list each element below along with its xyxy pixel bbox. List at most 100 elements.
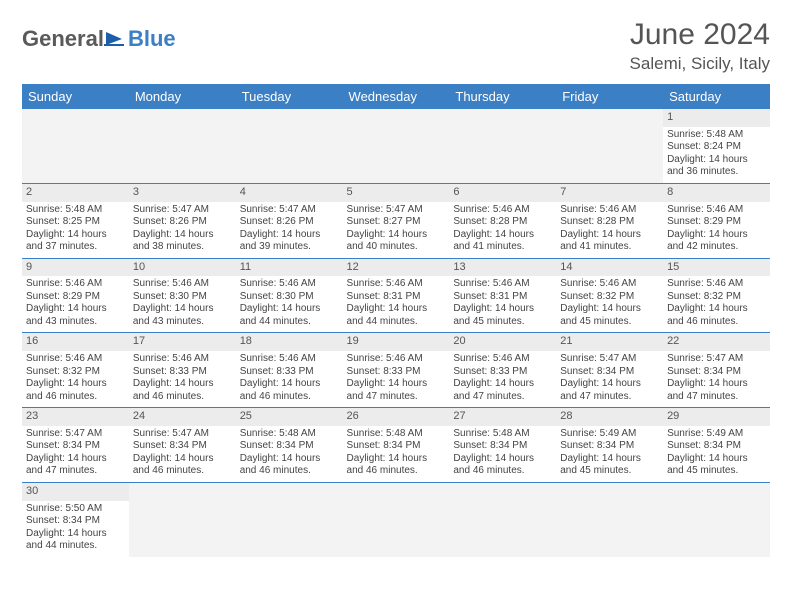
flag-icon bbox=[104, 29, 128, 49]
daylight-line: Daylight: 14 hours and 43 minutes. bbox=[26, 303, 125, 328]
sunset-line: Sunset: 8:34 PM bbox=[240, 440, 339, 453]
day-number: 14 bbox=[556, 259, 663, 277]
day-number: 30 bbox=[22, 483, 129, 501]
day-number: 22 bbox=[663, 333, 770, 351]
daylight-line: Daylight: 14 hours and 47 minutes. bbox=[667, 378, 766, 403]
daylight-line: Daylight: 14 hours and 47 minutes. bbox=[560, 378, 659, 403]
day-number: 25 bbox=[236, 408, 343, 426]
day-header: Friday bbox=[556, 84, 663, 109]
sunrise-line: Sunrise: 5:46 AM bbox=[560, 204, 659, 217]
day-number: 21 bbox=[556, 333, 663, 351]
calendar-cell: 15Sunrise: 5:46 AMSunset: 8:32 PMDayligh… bbox=[663, 258, 770, 333]
calendar-cell: 30Sunrise: 5:50 AMSunset: 8:34 PMDayligh… bbox=[22, 482, 129, 556]
calendar-row: 2Sunrise: 5:48 AMSunset: 8:25 PMDaylight… bbox=[22, 183, 770, 258]
page-subtitle: Salemi, Sicily, Italy bbox=[630, 54, 770, 74]
sunset-line: Sunset: 8:34 PM bbox=[667, 440, 766, 453]
calendar-cell: 23Sunrise: 5:47 AMSunset: 8:34 PMDayligh… bbox=[22, 408, 129, 483]
sunrise-line: Sunrise: 5:46 AM bbox=[240, 278, 339, 291]
day-number: 23 bbox=[22, 408, 129, 426]
day-header: Saturday bbox=[663, 84, 770, 109]
calendar-cell: 22Sunrise: 5:47 AMSunset: 8:34 PMDayligh… bbox=[663, 333, 770, 408]
sunrise-line: Sunrise: 5:46 AM bbox=[453, 278, 552, 291]
sunrise-line: Sunrise: 5:48 AM bbox=[453, 428, 552, 441]
day-header: Sunday bbox=[22, 84, 129, 109]
sunrise-line: Sunrise: 5:46 AM bbox=[26, 278, 125, 291]
calendar-cell: 17Sunrise: 5:46 AMSunset: 8:33 PMDayligh… bbox=[129, 333, 236, 408]
calendar-cell bbox=[343, 482, 450, 556]
day-header: Monday bbox=[129, 84, 236, 109]
sunrise-line: Sunrise: 5:49 AM bbox=[667, 428, 766, 441]
calendar-cell bbox=[449, 109, 556, 183]
calendar-cell: 13Sunrise: 5:46 AMSunset: 8:31 PMDayligh… bbox=[449, 258, 556, 333]
calendar-row: 1Sunrise: 5:48 AMSunset: 8:24 PMDaylight… bbox=[22, 109, 770, 183]
calendar-cell bbox=[663, 482, 770, 556]
calendar-cell: 29Sunrise: 5:49 AMSunset: 8:34 PMDayligh… bbox=[663, 408, 770, 483]
calendar-cell: 24Sunrise: 5:47 AMSunset: 8:34 PMDayligh… bbox=[129, 408, 236, 483]
sunset-line: Sunset: 8:34 PM bbox=[26, 440, 125, 453]
calendar-cell: 12Sunrise: 5:46 AMSunset: 8:31 PMDayligh… bbox=[343, 258, 450, 333]
sunset-line: Sunset: 8:34 PM bbox=[453, 440, 552, 453]
daylight-line: Daylight: 14 hours and 45 minutes. bbox=[667, 453, 766, 478]
day-number: 3 bbox=[129, 184, 236, 202]
daylight-line: Daylight: 14 hours and 44 minutes. bbox=[347, 303, 446, 328]
day-number: 28 bbox=[556, 408, 663, 426]
daylight-line: Daylight: 14 hours and 45 minutes. bbox=[560, 453, 659, 478]
daylight-line: Daylight: 14 hours and 46 minutes. bbox=[26, 378, 125, 403]
sunrise-line: Sunrise: 5:47 AM bbox=[347, 204, 446, 217]
calendar-cell: 20Sunrise: 5:46 AMSunset: 8:33 PMDayligh… bbox=[449, 333, 556, 408]
day-number: 9 bbox=[22, 259, 129, 277]
calendar-cell: 4Sunrise: 5:47 AMSunset: 8:26 PMDaylight… bbox=[236, 183, 343, 258]
calendar-cell: 9Sunrise: 5:46 AMSunset: 8:29 PMDaylight… bbox=[22, 258, 129, 333]
calendar-cell: 10Sunrise: 5:46 AMSunset: 8:30 PMDayligh… bbox=[129, 258, 236, 333]
sunset-line: Sunset: 8:30 PM bbox=[133, 291, 232, 304]
sunrise-line: Sunrise: 5:46 AM bbox=[240, 353, 339, 366]
calendar-cell: 5Sunrise: 5:47 AMSunset: 8:27 PMDaylight… bbox=[343, 183, 450, 258]
daylight-line: Daylight: 14 hours and 38 minutes. bbox=[133, 229, 232, 254]
day-number: 20 bbox=[449, 333, 556, 351]
daylight-line: Daylight: 14 hours and 41 minutes. bbox=[453, 229, 552, 254]
day-header: Wednesday bbox=[343, 84, 450, 109]
calendar-cell bbox=[236, 109, 343, 183]
day-number: 10 bbox=[129, 259, 236, 277]
sunset-line: Sunset: 8:32 PM bbox=[26, 366, 125, 379]
sunrise-line: Sunrise: 5:47 AM bbox=[560, 353, 659, 366]
sunrise-line: Sunrise: 5:46 AM bbox=[347, 278, 446, 291]
sunset-line: Sunset: 8:33 PM bbox=[347, 366, 446, 379]
day-number: 8 bbox=[663, 184, 770, 202]
sunrise-line: Sunrise: 5:46 AM bbox=[347, 353, 446, 366]
sunset-line: Sunset: 8:33 PM bbox=[240, 366, 339, 379]
calendar-row: 23Sunrise: 5:47 AMSunset: 8:34 PMDayligh… bbox=[22, 408, 770, 483]
sunrise-line: Sunrise: 5:47 AM bbox=[667, 353, 766, 366]
sunrise-line: Sunrise: 5:46 AM bbox=[667, 204, 766, 217]
day-number: 12 bbox=[343, 259, 450, 277]
daylight-line: Daylight: 14 hours and 46 minutes. bbox=[240, 378, 339, 403]
calendar-cell bbox=[129, 109, 236, 183]
day-header: Thursday bbox=[449, 84, 556, 109]
sunset-line: Sunset: 8:28 PM bbox=[453, 216, 552, 229]
day-header-row: SundayMondayTuesdayWednesdayThursdayFrid… bbox=[22, 84, 770, 109]
sunrise-line: Sunrise: 5:46 AM bbox=[667, 278, 766, 291]
sunrise-line: Sunrise: 5:47 AM bbox=[240, 204, 339, 217]
sunrise-line: Sunrise: 5:48 AM bbox=[26, 204, 125, 217]
daylight-line: Daylight: 14 hours and 46 minutes. bbox=[667, 303, 766, 328]
sunset-line: Sunset: 8:32 PM bbox=[560, 291, 659, 304]
daylight-line: Daylight: 14 hours and 41 minutes. bbox=[560, 229, 659, 254]
daylight-line: Daylight: 14 hours and 46 minutes. bbox=[133, 453, 232, 478]
calendar-row: 16Sunrise: 5:46 AMSunset: 8:32 PMDayligh… bbox=[22, 333, 770, 408]
day-number: 15 bbox=[663, 259, 770, 277]
daylight-line: Daylight: 14 hours and 42 minutes. bbox=[667, 229, 766, 254]
sunrise-line: Sunrise: 5:46 AM bbox=[133, 353, 232, 366]
calendar-body: 1Sunrise: 5:48 AMSunset: 8:24 PMDaylight… bbox=[22, 109, 770, 557]
calendar-cell bbox=[236, 482, 343, 556]
daylight-line: Daylight: 14 hours and 46 minutes. bbox=[347, 453, 446, 478]
daylight-line: Daylight: 14 hours and 44 minutes. bbox=[26, 528, 125, 553]
day-number: 7 bbox=[556, 184, 663, 202]
day-number: 6 bbox=[449, 184, 556, 202]
day-number: 5 bbox=[343, 184, 450, 202]
sunset-line: Sunset: 8:34 PM bbox=[560, 366, 659, 379]
daylight-line: Daylight: 14 hours and 44 minutes. bbox=[240, 303, 339, 328]
sunrise-line: Sunrise: 5:47 AM bbox=[26, 428, 125, 441]
calendar-cell bbox=[556, 109, 663, 183]
calendar-cell: 1Sunrise: 5:48 AMSunset: 8:24 PMDaylight… bbox=[663, 109, 770, 183]
day-number: 4 bbox=[236, 184, 343, 202]
